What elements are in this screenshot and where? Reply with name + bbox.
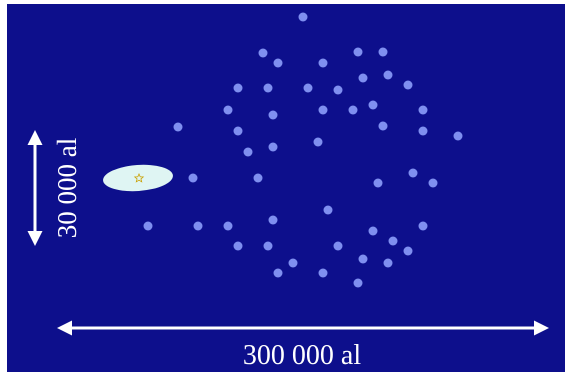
cluster-dot (384, 71, 393, 80)
cluster-dot (374, 179, 383, 188)
cluster-dot (419, 222, 428, 231)
cluster-dot (354, 48, 363, 57)
cluster-dot (234, 84, 243, 93)
cluster-dot (274, 269, 283, 278)
cluster-dot (429, 179, 438, 188)
cluster-dot (254, 174, 263, 183)
cluster-dot (334, 242, 343, 251)
cluster-dot (454, 132, 463, 141)
width-label: 300 000 al (243, 340, 361, 371)
diagram: 30 000 al 300 000 al (0, 0, 571, 376)
height-label: 30 000 al (52, 138, 82, 239)
cluster-dot (274, 59, 283, 68)
cluster-dot (379, 122, 388, 131)
cluster-dot (404, 81, 413, 90)
cluster-dot (369, 227, 378, 236)
cluster-dot (324, 206, 333, 215)
cluster-dot (379, 48, 388, 57)
cluster-dot (269, 143, 278, 152)
cluster-dot (259, 49, 268, 58)
cluster-dot (319, 59, 328, 68)
cluster-dot (189, 174, 198, 183)
cluster-dot (369, 101, 378, 110)
cluster-dot (264, 242, 273, 251)
cluster-dot (359, 255, 368, 264)
cluster-dot (419, 127, 428, 136)
cluster-dot (224, 106, 233, 115)
cluster-dot (354, 279, 363, 288)
cluster-dot (404, 247, 413, 256)
cluster-dot (334, 86, 343, 95)
cluster-dot (314, 138, 323, 147)
cluster-dot (174, 123, 183, 132)
cluster-dot (269, 111, 278, 120)
cluster-dot (384, 259, 393, 268)
cluster-dot (319, 106, 328, 115)
cluster-dot (359, 74, 368, 83)
background (7, 4, 565, 372)
cluster-dot (389, 237, 398, 246)
cluster-dot (304, 84, 313, 93)
cluster-dot (419, 106, 428, 115)
cluster-dot (194, 222, 203, 231)
cluster-dot (269, 216, 278, 225)
cluster-dot (289, 259, 298, 268)
cluster-dot (234, 242, 243, 251)
cluster-dot (299, 13, 308, 22)
cluster-dot (319, 269, 328, 278)
cluster-dot (264, 84, 273, 93)
cluster-dot (224, 222, 233, 231)
cluster-dot (144, 222, 153, 231)
cluster-dot (234, 127, 243, 136)
cluster-dot (349, 106, 358, 115)
cluster-dot (409, 169, 418, 178)
cluster-dot (244, 148, 253, 157)
